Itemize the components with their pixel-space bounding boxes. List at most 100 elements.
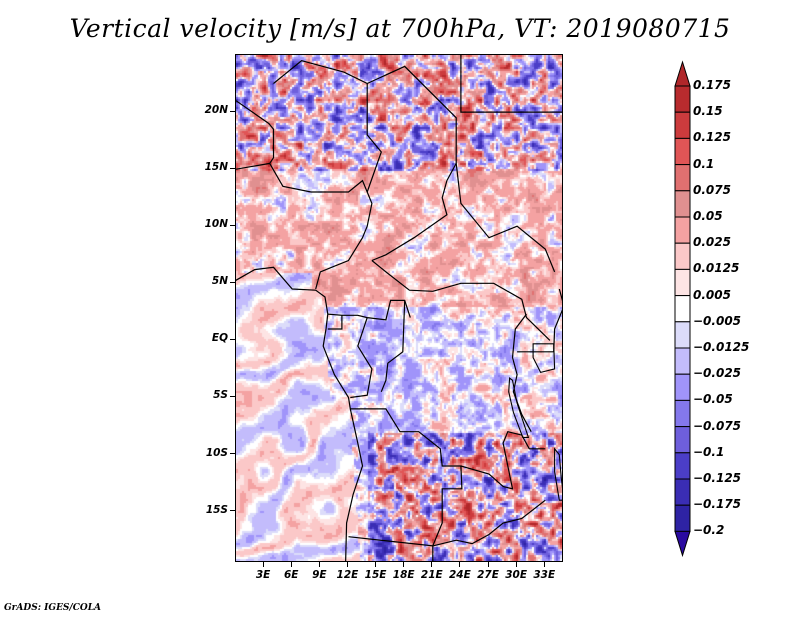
x-tick-label: 15E	[364, 569, 387, 581]
colorbar-label: −0.05	[693, 392, 733, 407]
colorbar-label: 0.15	[693, 104, 723, 119]
y-tick	[230, 453, 235, 455]
colorbar-box	[674, 295, 691, 323]
colorbar-box	[674, 321, 691, 349]
colorbar-box	[674, 85, 691, 113]
y-tick	[230, 395, 235, 397]
colorbar-box	[674, 347, 691, 375]
colorbar-box	[674, 242, 691, 270]
border-line	[327, 315, 343, 330]
colorbar-box	[674, 268, 691, 297]
colorbar-under-triangle	[674, 530, 691, 558]
x-tick-label: 18E	[392, 569, 415, 581]
chart-title: Vertical velocity [m/s] at 700hPa, VT: 2…	[69, 14, 731, 43]
colorbar-label: −0.075	[693, 418, 742, 433]
grads-credit: GrADS: IGES/COLA	[4, 603, 102, 613]
border-line	[432, 499, 546, 547]
x-tick-label: 33E	[533, 569, 556, 581]
colorbar-box	[674, 452, 691, 480]
colorbar-box	[674, 137, 691, 166]
country-borders	[236, 55, 562, 561]
border-line	[236, 100, 275, 170]
colorbar-label: 0.0125	[693, 261, 740, 276]
lake-outline	[532, 343, 556, 374]
colorbar-box	[674, 111, 691, 139]
colorbar-label: 0.05	[693, 209, 723, 223]
colorbar-box	[674, 399, 691, 428]
y-tick	[230, 224, 235, 226]
colorbar-box	[674, 216, 691, 244]
colorbar-box	[674, 373, 691, 401]
border-line	[269, 163, 373, 290]
border-line	[348, 408, 463, 547]
y-tick	[230, 510, 235, 512]
y-tick	[230, 281, 235, 283]
x-tick-label: 27E	[477, 569, 499, 581]
x-tick	[487, 562, 489, 567]
border-line	[380, 300, 406, 393]
x-tick	[459, 562, 461, 567]
colorbar-label: 0.175	[693, 78, 731, 92]
y-tick-label: 15N	[204, 161, 228, 174]
y-tick-label: EQ	[211, 332, 228, 345]
x-tick-label: 12E	[336, 569, 359, 581]
x-tick	[346, 562, 348, 567]
border-line	[371, 260, 551, 341]
x-tick	[431, 562, 433, 567]
y-tick	[230, 110, 235, 112]
colorbar-label: −0.175	[693, 497, 742, 512]
colorbar-label: 0.125	[693, 130, 731, 145]
border-line	[553, 288, 562, 352]
x-tick	[318, 562, 320, 567]
x-tick	[543, 562, 545, 567]
border-line	[455, 163, 556, 273]
colorbar-label: −0.2	[693, 523, 725, 538]
x-tick	[290, 562, 292, 567]
lake-outline	[554, 447, 562, 501]
colorbar-label: −0.005	[693, 313, 742, 328]
colorbar-label: −0.1	[693, 444, 725, 459]
colorbar-label: −0.125	[693, 471, 742, 485]
border-line	[460, 55, 562, 113]
colorbar-box	[674, 190, 691, 218]
colorbar-over-triangle	[674, 60, 691, 87]
y-tick-label: 20N	[204, 104, 228, 117]
colorbar-label: 0.005	[693, 287, 731, 302]
map-plot-area	[235, 54, 563, 562]
colorbar-box	[674, 478, 691, 506]
border-line	[366, 65, 457, 262]
y-tick-label: 10N	[204, 218, 228, 231]
x-tick-label: 9E	[312, 569, 327, 581]
colorbar-box	[674, 504, 691, 532]
y-tick-label: 15S	[205, 503, 228, 516]
y-tick	[230, 338, 235, 340]
colorbar-label: 0.075	[693, 182, 731, 197]
x-tick-label: 21E	[420, 569, 443, 581]
colorbar-label: 0.1	[693, 156, 715, 171]
vertical-velocity-field	[236, 55, 562, 561]
border-line	[511, 313, 527, 358]
x-tick	[403, 562, 405, 567]
colorbar-box	[674, 426, 691, 454]
border-line	[350, 317, 373, 399]
colorbar-label: −0.0125	[693, 340, 750, 354]
border-line	[511, 357, 532, 432]
y-tick-label: 5N	[211, 275, 228, 288]
border-line	[327, 299, 411, 321]
x-tick-label: 3E	[255, 569, 271, 581]
border-line	[236, 266, 364, 561]
y-tick-label: 5S	[213, 389, 228, 402]
x-tick	[515, 562, 517, 567]
colorbar-box	[674, 164, 691, 192]
x-tick-label: 6E	[283, 569, 299, 581]
border-line	[460, 430, 546, 490]
x-tick-label: 24E	[449, 569, 471, 581]
x-tick	[262, 562, 264, 567]
x-tick	[375, 562, 377, 567]
y-tick	[230, 167, 235, 169]
y-tick-label: 10S	[205, 446, 228, 459]
colorbar-label: 0.025	[693, 235, 731, 250]
x-tick-label: 30E	[505, 569, 528, 581]
lake-outline	[508, 377, 530, 438]
